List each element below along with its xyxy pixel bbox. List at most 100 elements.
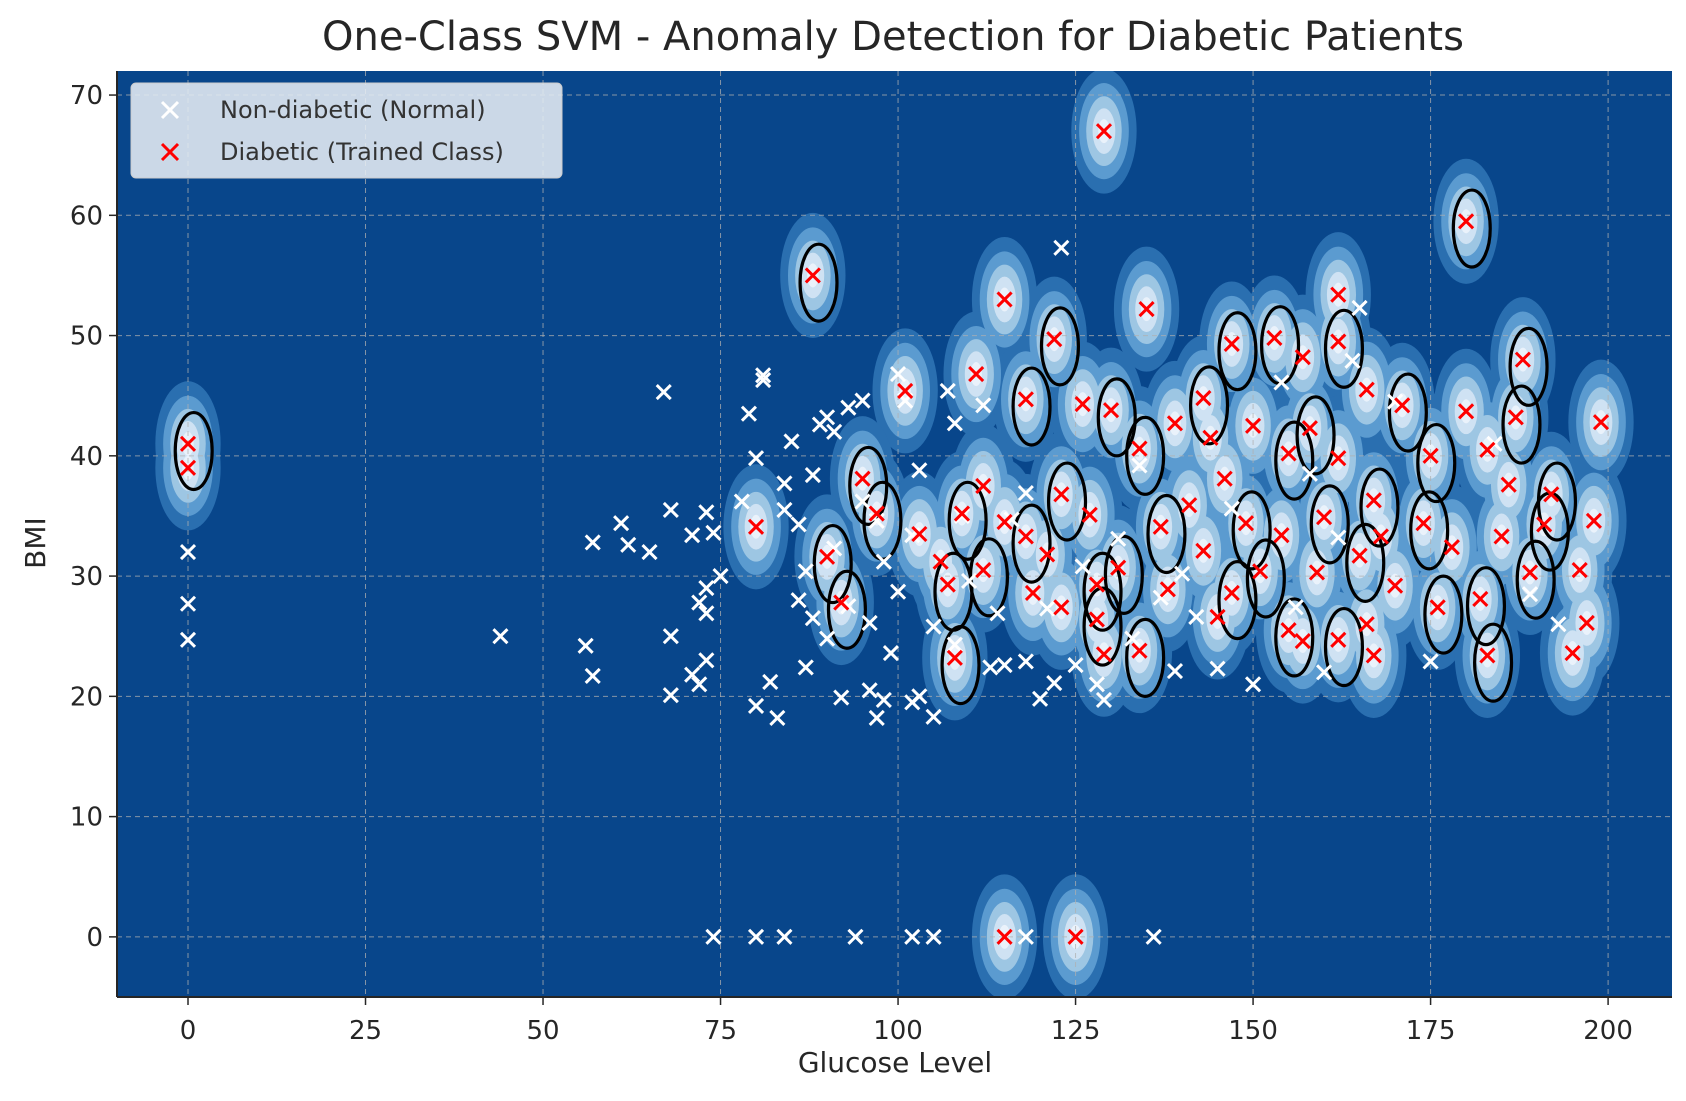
point-normal	[747, 928, 765, 945]
grid	[117, 71, 1672, 997]
legend-box	[130, 82, 563, 179]
y-tick-label: 40	[70, 442, 103, 472]
point-diabetic	[946, 649, 963, 666]
series-diabetic	[179, 123, 1610, 945]
boundary-contour	[1039, 306, 1081, 387]
point-normal	[762, 673, 779, 690]
point-diabetic	[1273, 527, 1290, 544]
boundary-contour	[1309, 484, 1350, 565]
boundary-contour	[1359, 467, 1400, 548]
boundary-contour	[1473, 622, 1514, 703]
point-diabetic	[1280, 445, 1297, 462]
point-diabetic	[1223, 335, 1240, 353]
point-diabetic	[1131, 440, 1148, 457]
point-normal	[1188, 608, 1205, 626]
point-diabetic	[996, 291, 1013, 308]
legend-marker-diabetic	[160, 142, 180, 162]
point-normal	[1223, 500, 1240, 517]
point-normal	[776, 475, 793, 492]
point-normal	[755, 372, 772, 389]
point-normal	[641, 543, 658, 561]
point-diabetic	[1585, 512, 1602, 529]
x-tick-label: 50	[526, 1016, 559, 1046]
boundary-contour	[1465, 566, 1507, 647]
point-diabetic	[1017, 391, 1034, 408]
point-diabetic	[1294, 349, 1311, 366]
point-diabetic	[833, 594, 850, 611]
point-normal	[854, 493, 871, 510]
point-diabetic	[1351, 547, 1368, 564]
point-normal	[1074, 558, 1091, 575]
point-normal	[804, 467, 821, 484]
point-normal	[662, 687, 679, 704]
boundary-contour	[1011, 366, 1052, 447]
point-diabetic	[1301, 420, 1318, 437]
boundary-contour	[173, 410, 214, 492]
boundary-contour	[1416, 422, 1457, 504]
point-diabetic	[1095, 646, 1113, 663]
point-diabetic	[1294, 632, 1311, 650]
boundary-contour	[1096, 377, 1137, 458]
boundary-contour	[848, 445, 889, 526]
boundary-contour	[1501, 384, 1542, 465]
x-tick-label: 0	[180, 1016, 197, 1046]
boundary-contour	[1274, 597, 1315, 678]
point-diabetic	[911, 525, 928, 543]
point-diabetic	[1394, 397, 1411, 414]
point-normal	[698, 504, 715, 521]
point-diabetic	[868, 505, 885, 522]
point-normal	[776, 928, 793, 945]
point-diabetic	[1088, 611, 1105, 628]
point-normal	[854, 392, 871, 409]
point-normal	[925, 708, 942, 725]
point-normal	[783, 433, 800, 450]
point-diabetic	[1252, 563, 1269, 580]
point-diabetic	[1387, 577, 1404, 594]
point-normal	[1422, 653, 1439, 670]
point-diabetic	[897, 382, 914, 399]
boundary-contour	[1423, 574, 1464, 655]
point-normal	[1351, 299, 1368, 316]
boundary-contour	[1217, 311, 1258, 392]
boundary-contour	[1409, 490, 1450, 571]
boundary-contour	[1125, 617, 1166, 698]
boundary-contour	[1217, 560, 1258, 641]
point-normal	[925, 618, 942, 635]
point-diabetic	[1479, 647, 1496, 664]
point-normal	[1301, 465, 1318, 482]
point-diabetic	[1152, 518, 1169, 535]
legend-marker-normal	[160, 100, 180, 120]
point-diabetic	[1536, 516, 1553, 533]
point-diabetic	[1017, 528, 1034, 545]
legend-label-normal: Non-diabetic (Normal)	[220, 96, 486, 124]
point-normal	[1174, 565, 1191, 582]
point-normal	[1039, 600, 1056, 617]
point-normal	[712, 568, 729, 585]
point-normal	[1067, 657, 1084, 674]
point-diabetic	[1088, 576, 1105, 593]
x-tick-label: 25	[349, 1016, 382, 1046]
point-normal	[1088, 676, 1105, 693]
point-normal	[1031, 690, 1049, 707]
point-normal	[911, 688, 928, 705]
point-diabetic	[1543, 486, 1560, 503]
point-normal	[577, 637, 594, 654]
point-diabetic	[1358, 616, 1375, 633]
point-normal	[1550, 616, 1567, 633]
point-normal	[620, 536, 637, 553]
point-normal	[1316, 664, 1333, 681]
point-normal	[584, 667, 601, 684]
point-normal	[946, 415, 963, 432]
boundary-contour	[798, 242, 839, 323]
axes	[109, 71, 1672, 1005]
point-diabetic	[1195, 390, 1212, 407]
point-normal	[790, 592, 807, 609]
point-normal	[1017, 485, 1034, 502]
point-diabetic	[1479, 441, 1496, 458]
boundary-contour	[1451, 188, 1492, 269]
point-diabetic	[1514, 351, 1531, 368]
point-normal	[698, 605, 715, 622]
boundary-contour	[1323, 308, 1365, 389]
point-diabetic	[1578, 614, 1595, 632]
y-tick-label: 30	[70, 562, 103, 592]
